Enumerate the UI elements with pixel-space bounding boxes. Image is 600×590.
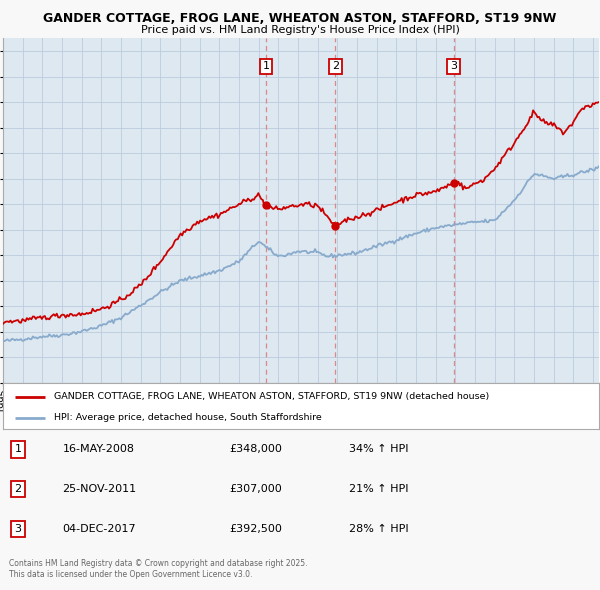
Text: 34% ↑ HPI: 34% ↑ HPI [349, 444, 408, 454]
Text: GANDER COTTAGE, FROG LANE, WHEATON ASTON, STAFFORD, ST19 9NW (detached house): GANDER COTTAGE, FROG LANE, WHEATON ASTON… [53, 392, 489, 401]
Text: 28% ↑ HPI: 28% ↑ HPI [349, 524, 408, 534]
Text: 2: 2 [332, 61, 339, 71]
Text: 25-NOV-2011: 25-NOV-2011 [62, 484, 137, 494]
Text: Contains HM Land Registry data © Crown copyright and database right 2025.
This d: Contains HM Land Registry data © Crown c… [9, 559, 307, 579]
Text: 16-MAY-2008: 16-MAY-2008 [62, 444, 134, 454]
Text: £307,000: £307,000 [229, 484, 282, 494]
Text: 2: 2 [14, 484, 22, 494]
Text: 1: 1 [14, 444, 22, 454]
Text: 3: 3 [450, 61, 457, 71]
Text: £348,000: £348,000 [229, 444, 282, 454]
Text: 3: 3 [14, 524, 22, 534]
Text: Price paid vs. HM Land Registry's House Price Index (HPI): Price paid vs. HM Land Registry's House … [140, 25, 460, 35]
Text: 1: 1 [262, 61, 269, 71]
Text: 21% ↑ HPI: 21% ↑ HPI [349, 484, 408, 494]
Text: GANDER COTTAGE, FROG LANE, WHEATON ASTON, STAFFORD, ST19 9NW: GANDER COTTAGE, FROG LANE, WHEATON ASTON… [43, 12, 557, 25]
Text: 04-DEC-2017: 04-DEC-2017 [62, 524, 136, 534]
Text: HPI: Average price, detached house, South Staffordshire: HPI: Average price, detached house, Sout… [53, 414, 322, 422]
Text: £392,500: £392,500 [229, 524, 282, 534]
